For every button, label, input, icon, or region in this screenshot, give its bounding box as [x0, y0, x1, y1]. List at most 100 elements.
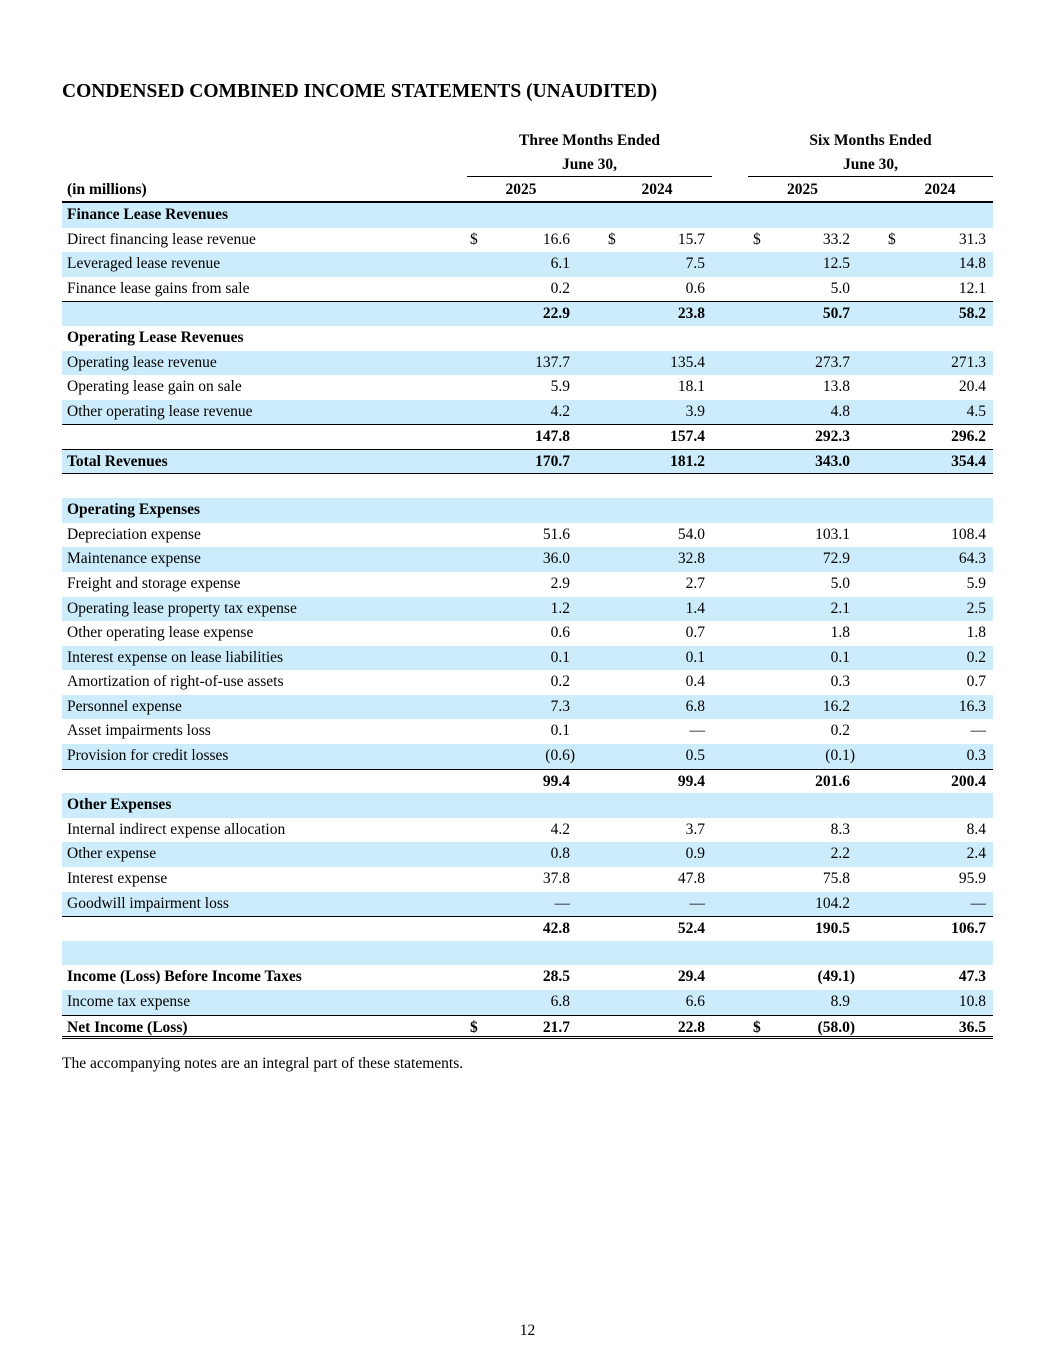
value-cell: 0.9 — [685, 845, 705, 863]
value-cell: 7.5 — [685, 255, 705, 273]
value-cell: 0.6 — [685, 279, 705, 297]
value-cell: 0.3 — [966, 747, 986, 765]
dollar-sign — [750, 917, 780, 942]
row-label — [62, 474, 467, 499]
row-label: Operating Lease Revenues — [67, 328, 244, 346]
dollar-sign: $ — [753, 230, 761, 248]
dollar-sign — [467, 965, 497, 990]
row-label: Other Expenses — [67, 796, 172, 814]
six-months-header: Six Months Ended June 30, — [748, 128, 993, 177]
table-row: Amortization of right-of-use assets 0.2 0.… — [62, 670, 993, 695]
dollar-sign — [605, 351, 635, 376]
dollar-sign — [467, 277, 497, 302]
table-row: Goodwill impairment loss — — 104.2 — — [62, 891, 993, 917]
value-cell: (58.0) — [817, 1018, 855, 1036]
value-cell: 5.0 — [830, 279, 850, 297]
dollar-sign — [885, 572, 915, 597]
value-cell: 0.1 — [830, 648, 850, 666]
dollar-sign — [885, 425, 915, 450]
dollar-sign — [885, 965, 915, 990]
value-cell: 5.9 — [550, 378, 570, 396]
value-cell: 292.3 — [815, 428, 850, 446]
row-label: Income tax expense — [67, 993, 191, 1010]
value-cell — [497, 474, 570, 499]
value-cell — [635, 203, 705, 228]
dollar-sign — [605, 867, 635, 892]
dollar-sign — [750, 547, 780, 572]
dollar-sign — [750, 597, 780, 622]
value-cell: 108.4 — [951, 525, 986, 543]
dollar-sign — [605, 695, 635, 720]
table-row: Depreciation expense 51.6 54.0 103.1 108.4 — [62, 523, 993, 548]
group-date: June 30, — [467, 153, 712, 177]
value-cell: 4.8 — [830, 402, 850, 420]
row-label: Personnel expense — [67, 697, 182, 715]
dollar-sign — [750, 252, 780, 277]
value-cell — [780, 498, 850, 523]
dollar-sign — [467, 450, 497, 475]
dollar-sign — [605, 523, 635, 548]
page-number: 12 — [519, 1322, 536, 1339]
row-label: Freight and storage expense — [67, 574, 241, 592]
dollar-sign — [750, 818, 780, 843]
value-cell — [497, 326, 570, 351]
value-cell: 0.8 — [550, 845, 570, 863]
value-cell: 147.8 — [535, 428, 570, 446]
dollar-sign — [885, 547, 915, 572]
dollar-sign — [605, 744, 635, 769]
value-cell — [635, 941, 705, 966]
dollar-sign — [605, 719, 635, 744]
group-title: Six Months Ended — [809, 132, 932, 149]
value-cell: 16.3 — [958, 697, 986, 715]
value-cell: 8.9 — [830, 993, 850, 1010]
value-cell: 21.7 — [542, 1018, 570, 1036]
value-cell: 36.0 — [542, 550, 570, 568]
value-cell: 201.6 — [815, 772, 850, 790]
dollar-sign — [605, 646, 635, 671]
value-cell: 28.5 — [542, 968, 570, 986]
table-row: Interest expense 37.8 47.8 75.8 95.9 — [62, 867, 993, 892]
dollar-sign — [605, 621, 635, 646]
dollar-sign — [605, 597, 635, 622]
table-row: Other operating lease expense 0.6 0.7 1.8 1.… — [62, 621, 993, 646]
value-cell — [780, 474, 850, 499]
value-cell: — — [970, 722, 987, 740]
table-row: Personnel expense 7.3 6.8 16.2 16.3 — [62, 694, 993, 720]
value-cell: 54.0 — [677, 525, 705, 543]
dollar-sign — [750, 450, 780, 475]
dollar-sign — [605, 572, 635, 597]
dollar-sign — [885, 326, 915, 351]
value-cell: 75.8 — [822, 870, 850, 888]
value-cell — [915, 793, 986, 818]
value-cell: 170.7 — [535, 452, 570, 470]
dollar-sign — [605, 990, 635, 1015]
value-cell: 1.2 — [550, 599, 570, 617]
subtotal-row: 147.8 157.4 292.3 296.2 — [62, 424, 993, 449]
value-cell: (0.6) — [545, 747, 575, 765]
value-cell: 22.9 — [542, 305, 570, 323]
row-label — [62, 917, 467, 942]
value-cell: 6.6 — [685, 993, 705, 1010]
table-row: Other operating lease revenue 4.2 3.9 4.8 4.… — [62, 399, 993, 425]
dollar-sign — [467, 818, 497, 843]
dollar-sign — [750, 770, 780, 795]
value-cell: — — [970, 894, 987, 912]
value-cell: 2.4 — [966, 845, 986, 863]
value-cell: 181.2 — [670, 452, 705, 470]
value-cell: — — [554, 894, 571, 912]
dollar-sign — [467, 990, 497, 1015]
dollar-sign — [605, 793, 635, 818]
table-row: Maintenance expense 36.0 32.8 72.9 64.3 — [62, 547, 993, 572]
value-cell: 99.4 — [542, 772, 570, 790]
value-cell: 0.1 — [685, 648, 705, 666]
dollar-sign — [467, 621, 497, 646]
dollar-sign — [467, 203, 497, 228]
dollar-sign — [885, 941, 915, 966]
dollar-sign — [605, 277, 635, 302]
value-cell: (0.1) — [825, 747, 855, 765]
dollar-sign: $ — [753, 1018, 761, 1036]
dollar-sign — [885, 842, 915, 867]
dollar-sign — [750, 670, 780, 695]
dollar-sign — [467, 867, 497, 892]
dollar-sign — [467, 547, 497, 572]
